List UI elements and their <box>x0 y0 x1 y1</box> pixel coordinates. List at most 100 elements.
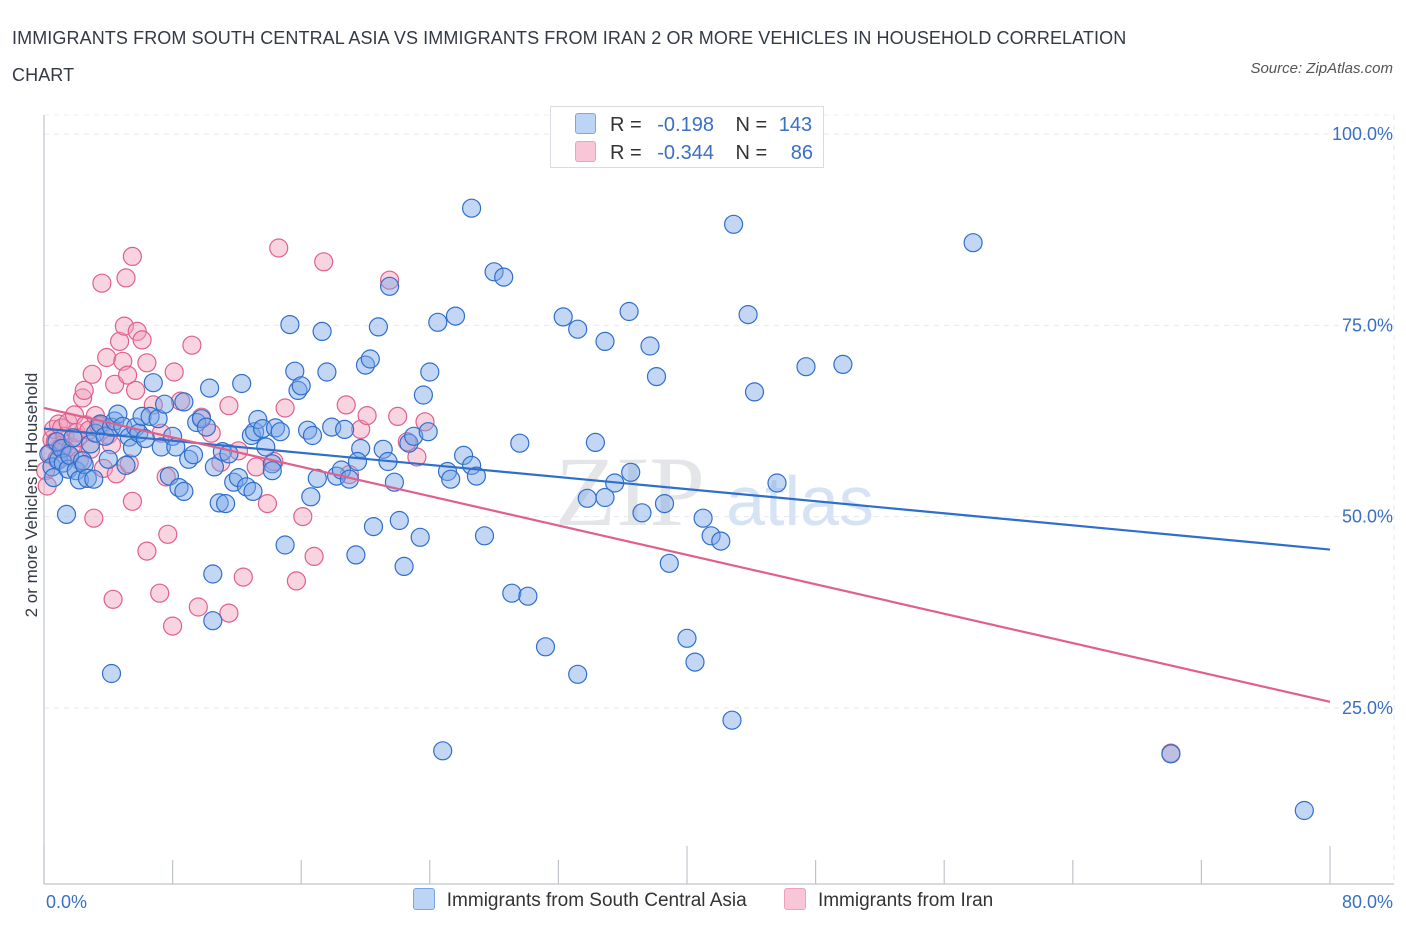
iran-point <box>357 406 377 426</box>
series-iran-points <box>35 238 1181 763</box>
x-tick-labels: 0.0% 80.0% <box>46 892 1393 912</box>
legend-swatch-pink <box>575 141 596 162</box>
south-central-asia-point <box>347 451 368 472</box>
south-central-asia-point <box>335 419 355 439</box>
legend-r-label-1: R = <box>610 114 642 136</box>
iran-point <box>158 524 178 544</box>
south-central-asia-point <box>659 553 679 573</box>
watermark-zip: ZIP <box>555 436 705 547</box>
y-axis-label: 2 or more Vehicles in Household <box>22 372 41 618</box>
south-central-asia-point <box>56 504 77 525</box>
south-central-asia-point <box>373 439 393 459</box>
iran-point <box>109 331 130 351</box>
south-central-asia-point <box>203 611 223 631</box>
iran-point <box>275 398 295 418</box>
iran-point <box>150 583 170 603</box>
south-central-asia-point <box>1294 800 1314 821</box>
legend-n-value-1: 143 <box>778 114 813 136</box>
south-central-asia-point <box>280 315 300 335</box>
y-tick-label: 25.0% <box>1342 698 1393 718</box>
south-central-asia-point <box>568 319 588 339</box>
south-central-asia-point <box>155 394 175 414</box>
south-central-asia-point <box>174 392 194 412</box>
south-central-asia-point <box>108 404 128 424</box>
south-central-asia-point <box>63 428 83 448</box>
south-central-asia-point <box>243 481 263 501</box>
south-central-asia-point <box>744 382 765 402</box>
south-central-asia-point <box>701 526 721 546</box>
iran-point <box>246 457 266 477</box>
south-central-asia-point <box>196 417 216 437</box>
iran-point <box>117 365 138 385</box>
south-central-asia-point <box>312 321 332 341</box>
south-central-asia-point <box>445 306 466 326</box>
legend-item-label-2: Immigrants from Iran <box>817 890 994 911</box>
south-central-asia-point <box>568 664 588 684</box>
south-central-asia-point <box>140 406 160 426</box>
south-central-asia-point <box>621 462 641 482</box>
south-central-asia-point <box>518 586 538 606</box>
axes <box>43 115 1394 885</box>
south-central-asia-point <box>963 233 983 253</box>
south-central-asia-point <box>494 267 514 287</box>
south-central-asia-point <box>203 564 223 584</box>
south-central-asia-point <box>677 628 697 648</box>
series-legend: Immigrants from South Central Asia Immig… <box>0 888 1406 912</box>
south-central-asia-point <box>204 457 224 477</box>
legend-item-south-central-asia[interactable]: Immigrants from South Central Asia <box>412 888 747 912</box>
iran-point <box>219 603 239 623</box>
south-central-asia-point <box>418 422 438 442</box>
south-central-asia-point <box>101 663 122 684</box>
iran-point <box>304 546 324 567</box>
iran-point <box>137 353 157 373</box>
south-central-asia-point <box>69 470 90 490</box>
legend-n-label-1: N = <box>735 114 768 136</box>
south-central-asia-point <box>1161 744 1181 764</box>
south-central-asia-point <box>685 652 705 672</box>
legend-swatch-blue <box>575 113 596 134</box>
south-central-asia-point <box>363 516 384 537</box>
south-central-asia-point <box>84 469 104 489</box>
iran-point <box>219 396 239 416</box>
legend-r-value-2: -0.344 <box>657 142 714 164</box>
correlation-legend: R = -0.198 N = 143 R = -0.344 N = 86 <box>550 106 824 168</box>
south-central-asia-point <box>380 276 400 296</box>
south-central-asia-point <box>200 378 220 398</box>
south-central-asia-point <box>174 481 194 501</box>
south-central-asia-point <box>410 527 430 547</box>
iran-point <box>105 374 125 394</box>
south-central-asia-point <box>216 494 236 514</box>
south-central-asia-point <box>183 445 204 465</box>
iran-point <box>116 268 136 288</box>
iran-point <box>92 273 112 293</box>
south-central-asia-point <box>595 487 615 508</box>
iran-point <box>93 458 114 478</box>
south-central-asia-point <box>346 545 366 565</box>
trend-lines <box>43 406 1331 703</box>
y-tick-labels: 25.0% 50.0% 75.0% 100.0% <box>1332 124 1393 718</box>
south-central-asia-point <box>291 376 311 396</box>
south-central-asia-point <box>510 433 530 453</box>
iran-point <box>314 252 334 272</box>
legend-n-value-2: 86 <box>790 142 814 164</box>
iran-point <box>380 270 400 290</box>
legend-item-swatch-pink <box>783 888 806 910</box>
south-central-asia-point <box>640 336 660 356</box>
legend-item-iran[interactable]: Immigrants from Iran <box>783 888 994 912</box>
x-tick-label-max: 80.0% <box>1342 892 1393 912</box>
south-central-asia-point <box>454 445 474 465</box>
south-central-asia-point <box>433 741 453 761</box>
y-tick-label: 100.0% <box>1332 124 1393 144</box>
south-central-asia-point <box>143 373 163 393</box>
south-central-asia-point <box>317 362 337 382</box>
south-central-asia-point <box>256 437 276 457</box>
iran-point <box>163 616 183 636</box>
south-central-asia-point <box>585 432 606 452</box>
legend-item-swatch-blue <box>412 888 435 910</box>
south-central-asia-point <box>619 301 639 322</box>
legend-item-label-1: Immigrants from South Central Asia <box>446 890 747 911</box>
south-central-asia-point <box>43 468 64 488</box>
south-central-asia-point <box>466 466 486 486</box>
iran-point <box>114 316 135 336</box>
south-central-asia-point <box>654 494 675 514</box>
